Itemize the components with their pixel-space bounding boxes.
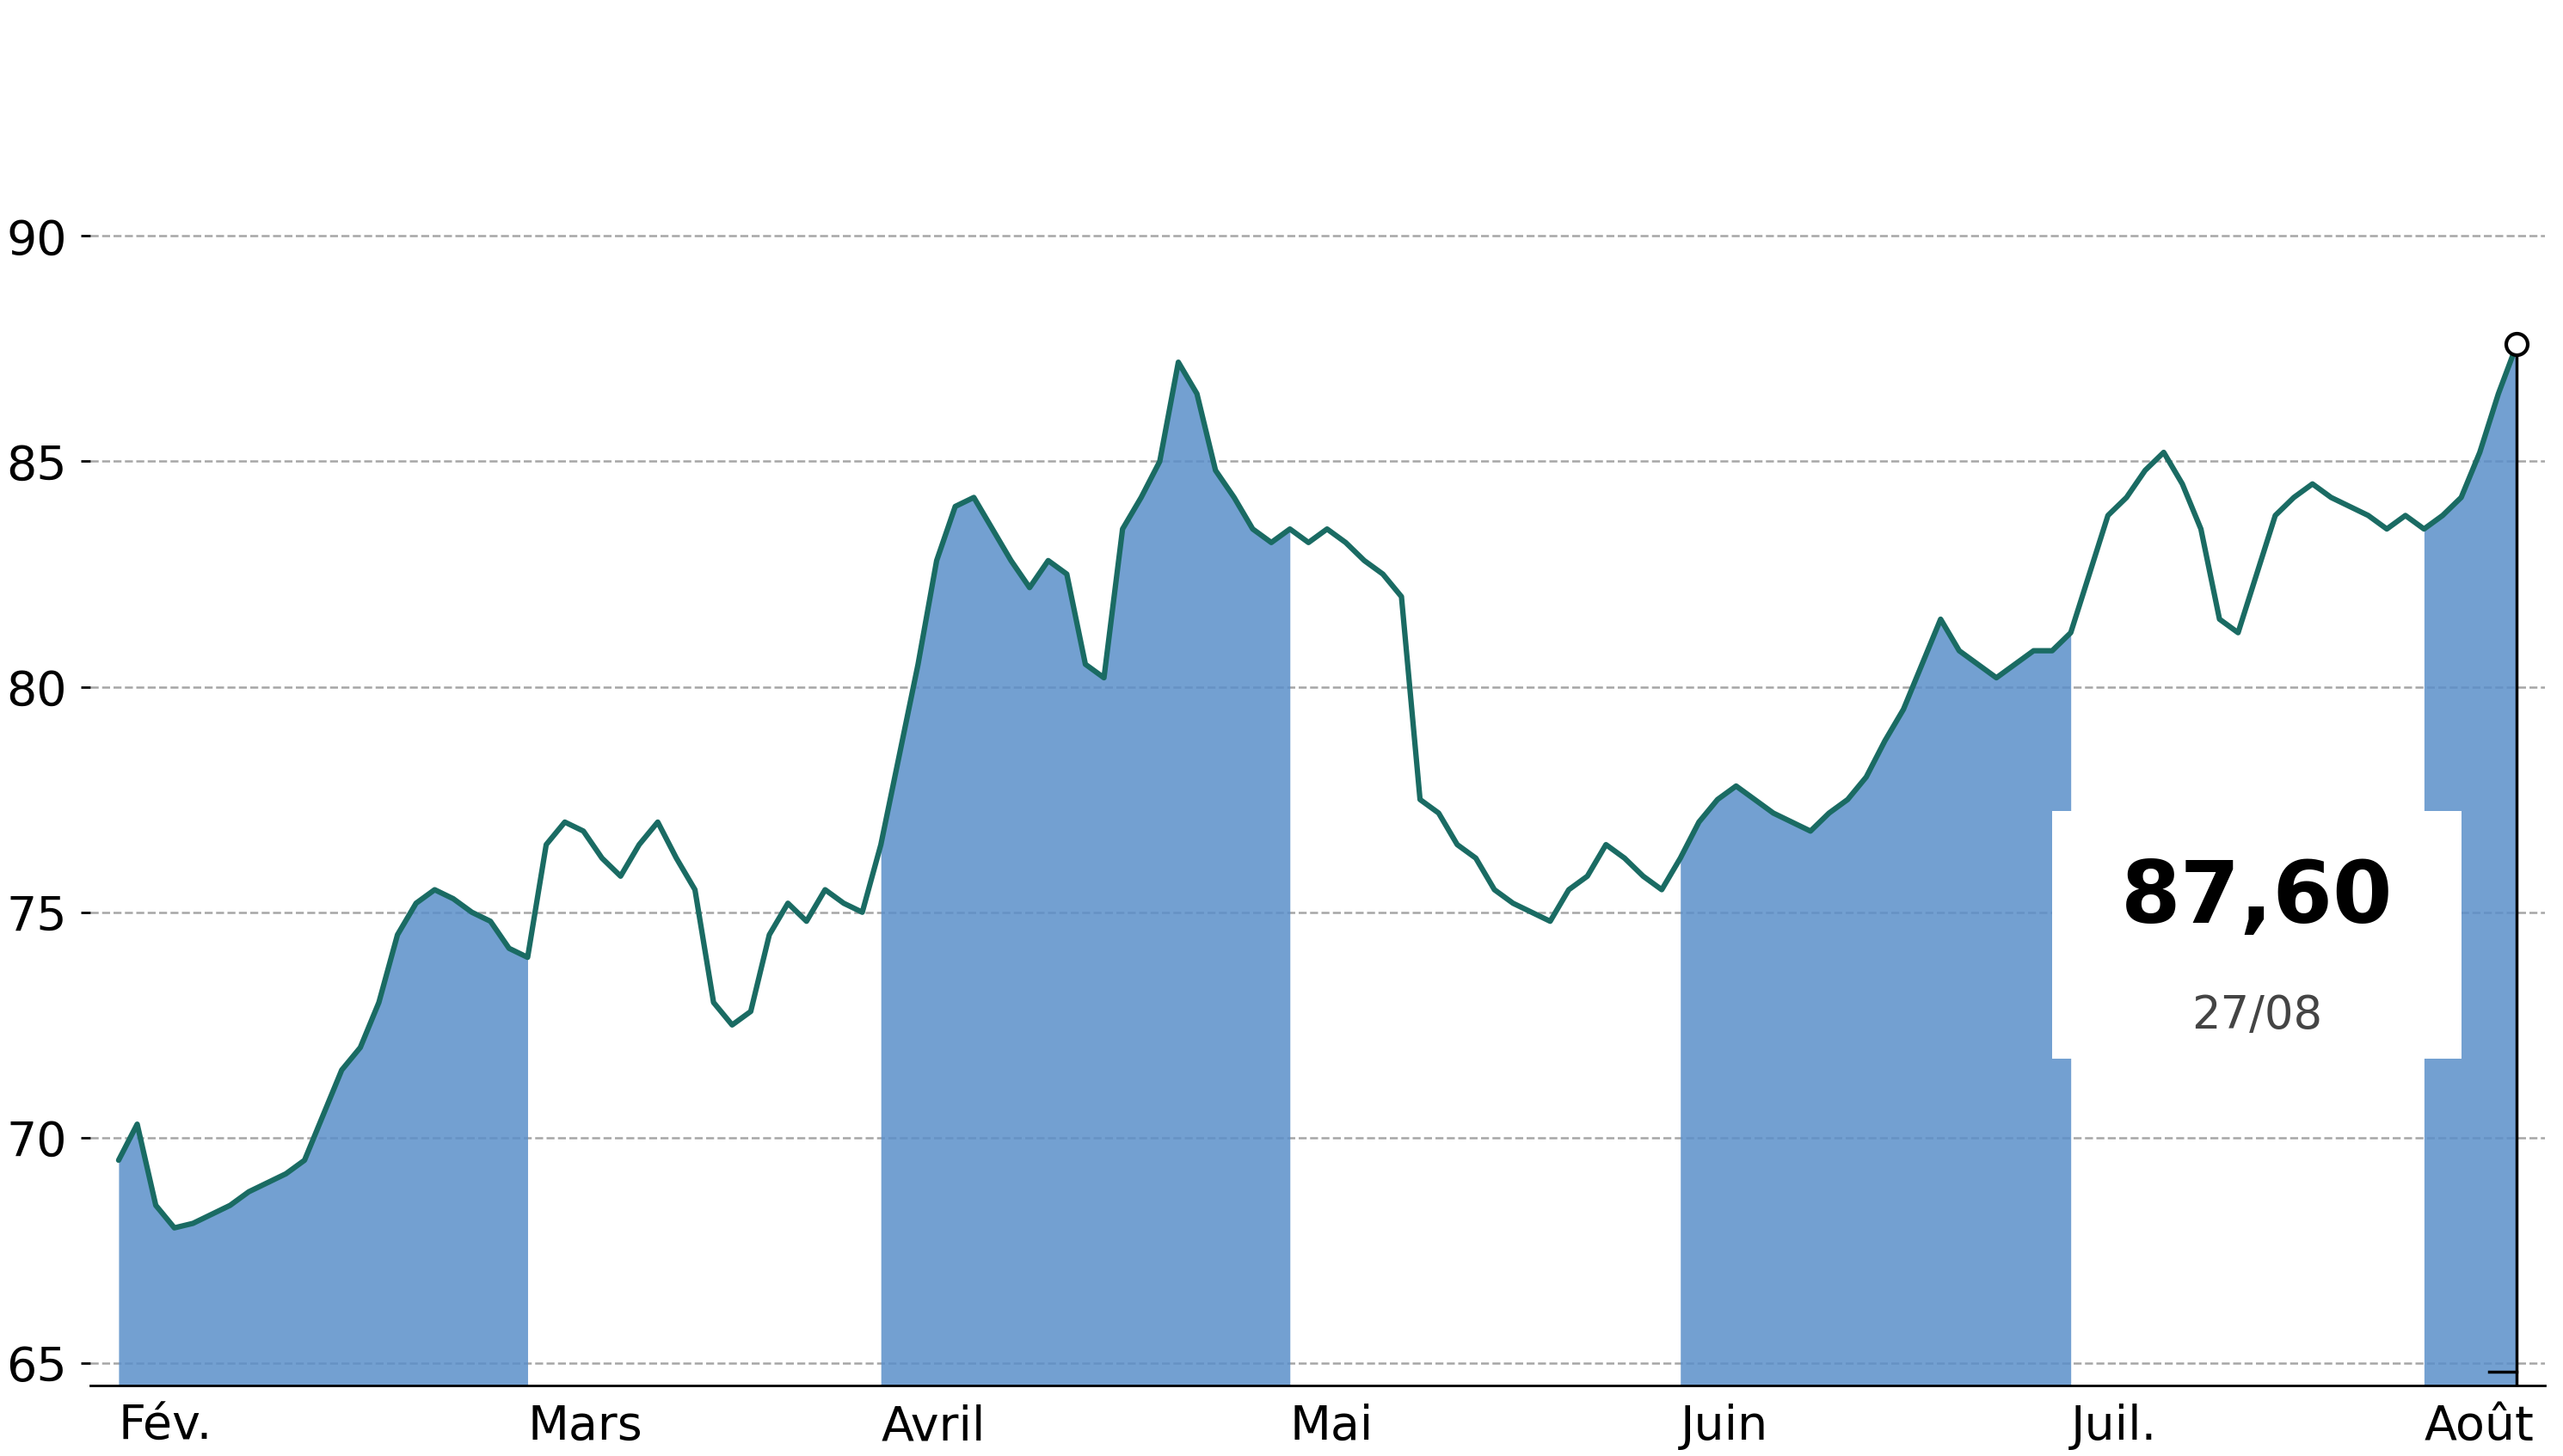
- Text: LEG Immobilien SE: LEG Immobilien SE: [815, 41, 1820, 132]
- FancyBboxPatch shape: [2053, 811, 2460, 1059]
- Text: 87,60: 87,60: [2120, 858, 2394, 941]
- Text: 27/08: 27/08: [2191, 993, 2322, 1038]
